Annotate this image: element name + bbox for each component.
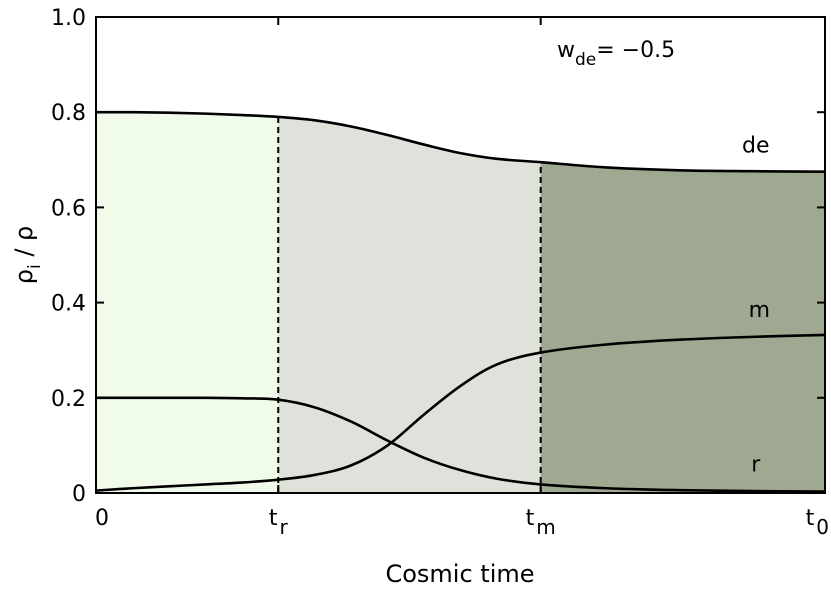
y-label-rho: ρ [10,269,38,284]
epoch-boundary-lines [277,116,542,493]
shaded-regions [96,112,825,494]
y-tick-label-0: 0 [72,482,86,507]
series-line-de [95,110,826,173]
region-2 [540,162,825,493]
y-tick-label-2: 0.4 [51,292,86,317]
y-tick-label-3: 0.6 [51,196,86,221]
axis-ticks: 0 0.2 0.4 0.6 0.8 1.0 0 t r t m t 0 [51,6,829,539]
y-tick-label-5: 1.0 [51,6,86,31]
x-axis-label: Cosmic time [385,560,534,588]
region-0 [96,112,279,493]
curve-label-de: de [742,134,770,159]
curve-labels: de m r [742,134,770,478]
plot-frame [95,16,826,494]
series-line-r [95,396,826,493]
y-tick-label-4: 0.8 [51,101,86,126]
annotation-subscript: de [575,50,596,70]
y-tick-label-1: 0.2 [51,387,86,412]
y-label-rest: / ρ [10,226,38,265]
x-tick-label-0: 0 [95,506,109,531]
y-axis-label: ρi / ρ [10,226,45,285]
region-1 [278,116,541,494]
annotation-w: w [557,38,575,63]
y-label-subscript: i [25,264,45,269]
curve-label-r: r [751,453,761,478]
annotation-value: = −0.5 [596,38,675,63]
curve-label-m: m [749,298,770,323]
equation-of-state-annotation: wde= −0.5 [557,38,675,70]
density-curves [95,110,826,493]
